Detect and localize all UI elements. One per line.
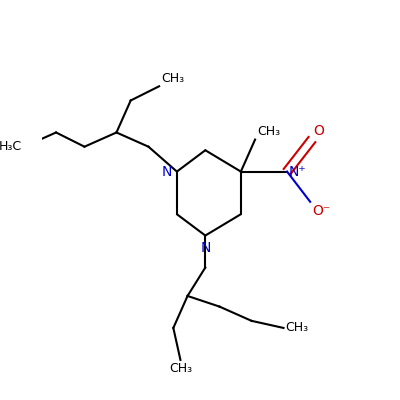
Text: CH₃: CH₃: [161, 72, 184, 84]
Text: O⁻: O⁻: [312, 204, 330, 218]
Text: N: N: [200, 241, 210, 255]
Text: O: O: [314, 124, 324, 138]
Text: CH₃: CH₃: [285, 322, 308, 334]
Text: N⁺: N⁺: [289, 164, 306, 178]
Text: H₃C: H₃C: [0, 140, 22, 153]
Text: CH₃: CH₃: [257, 125, 280, 138]
Text: CH₃: CH₃: [169, 362, 192, 375]
Text: N: N: [161, 164, 172, 178]
